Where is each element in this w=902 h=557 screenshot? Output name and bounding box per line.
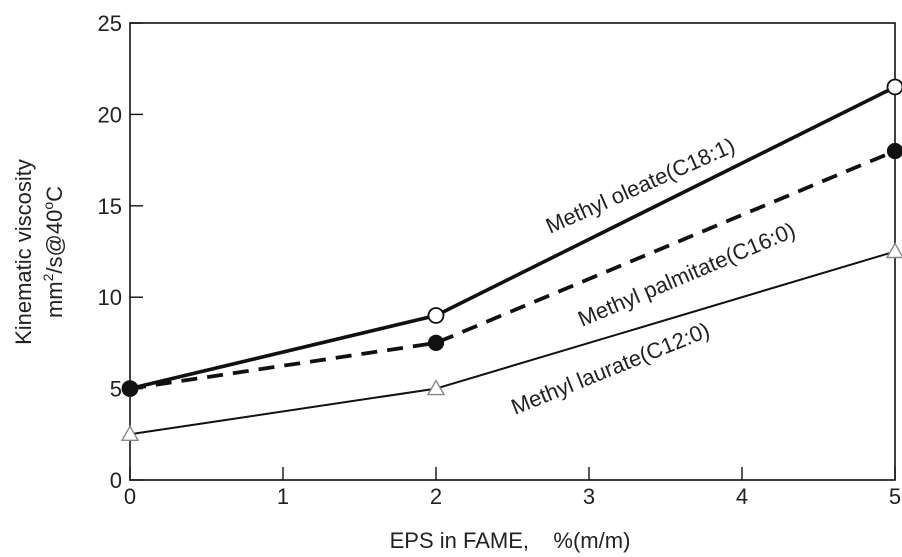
x-tick-label: 3	[583, 484, 595, 509]
y-label-unit-mm: mm	[42, 281, 67, 318]
plot-frame	[129, 22, 896, 481]
x-tick-label: 4	[736, 484, 748, 509]
y-tick-label: 20	[98, 102, 122, 127]
y-tick-label: 10	[98, 285, 122, 310]
data-point	[886, 142, 902, 160]
data-point	[120, 424, 140, 441]
y-tick-label: 5	[110, 377, 122, 402]
y-axis-ticks: 0 5 10 15 20 25	[98, 11, 143, 493]
x-axis-ticks: 0 1 2 3 4 5	[124, 467, 901, 509]
series-lines	[129, 85, 896, 436]
series-line	[129, 149, 896, 391]
y-label-degree-sign: o	[40, 202, 56, 210]
data-point	[121, 380, 139, 397]
series-label-methyl-oleate: Methyl oleate(C18:1)	[542, 133, 739, 239]
y-axis-label-line2: mm2/s@40oC	[40, 186, 67, 318]
data-point	[427, 307, 445, 324]
series-markers	[120, 78, 902, 441]
y-tick-label: 0	[110, 468, 122, 493]
y-tick-label: 25	[98, 11, 122, 36]
data-point	[885, 242, 902, 259]
x-axis-label: EPS in FAME, %(m/m)	[390, 528, 631, 553]
data-point	[426, 379, 446, 396]
y-tick-label: 15	[98, 194, 122, 219]
x-tick-label: 1	[277, 484, 289, 509]
data-point	[886, 78, 902, 96]
data-point	[427, 334, 445, 351]
x-tick-label: 2	[430, 484, 442, 509]
y-label-unit-s-at-40: /s@40	[42, 210, 67, 274]
y-axis-label-line1: Kinematic viscosity	[11, 159, 36, 345]
series-label-methyl-laurate: Methyl laurate(C12:0)	[508, 317, 714, 419]
x-tick-label: 0	[124, 484, 136, 509]
y-label-superscript-2: 2	[40, 273, 56, 281]
y-label-unit-celsius: C	[42, 186, 67, 202]
x-tick-label: 5	[889, 484, 901, 509]
